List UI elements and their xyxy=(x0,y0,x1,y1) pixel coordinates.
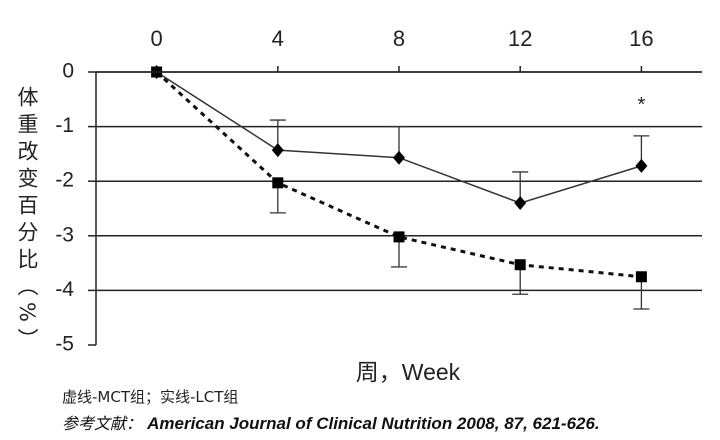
marker xyxy=(271,143,284,158)
x-tick-label: 12 xyxy=(508,26,532,51)
marker xyxy=(635,158,648,173)
note: 虚线-MCT组；实线-LCT组 xyxy=(62,388,239,406)
x-tick-label: 0 xyxy=(150,26,162,51)
reference: 参考文献： American Journal of Clinical Nutri… xyxy=(62,410,600,434)
y-axis-label: 体重改变百分比（%） xyxy=(15,86,39,355)
marker xyxy=(514,259,526,271)
x-tick-label: 4 xyxy=(272,26,284,51)
reference-prefix: 参考文献： xyxy=(62,414,143,433)
marker xyxy=(635,271,647,283)
x-tick-label: 8 xyxy=(393,26,405,51)
marker xyxy=(272,177,284,189)
y-tick-label: -2 xyxy=(55,169,74,192)
marker xyxy=(393,231,405,243)
y-tick-label: -4 xyxy=(55,278,74,301)
y-tick-label: -5 xyxy=(55,333,74,356)
y-tick-label: -1 xyxy=(55,114,74,137)
reference-text: American Journal of Clinical Nutrition 2… xyxy=(147,414,600,433)
annotation: * xyxy=(638,94,646,116)
x-axis-label: 周，Week xyxy=(356,359,461,385)
x-tick-label: 16 xyxy=(629,26,653,51)
y-tick-label: 0 xyxy=(62,60,74,83)
series-line xyxy=(155,70,642,279)
marker xyxy=(393,150,405,165)
y-tick-label: -3 xyxy=(55,223,74,246)
marker xyxy=(514,196,527,211)
